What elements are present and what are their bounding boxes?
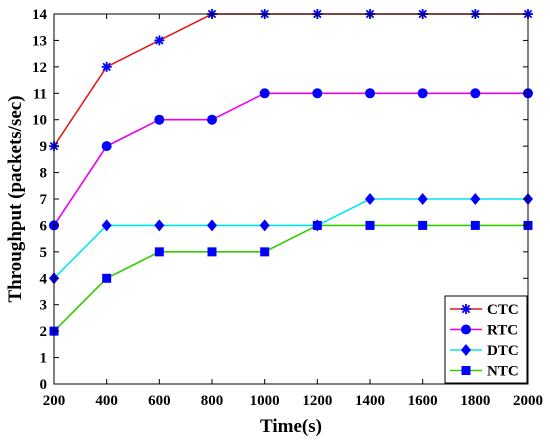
data-point-ntc bbox=[102, 273, 112, 283]
data-point-rtc bbox=[470, 88, 481, 99]
y-tick-label: 7 bbox=[40, 192, 48, 208]
data-point-rtc bbox=[101, 141, 112, 152]
data-point-dtc bbox=[101, 219, 112, 232]
x-tick-label: 800 bbox=[201, 393, 224, 409]
x-tick-label: 600 bbox=[148, 393, 171, 409]
y-axis-title: Throughput (packets/sec) bbox=[5, 95, 26, 302]
data-point-dtc bbox=[259, 219, 270, 232]
y-tick-label: 1 bbox=[40, 351, 48, 367]
x-tick-label: 1400 bbox=[355, 393, 385, 409]
data-point-rtc bbox=[207, 114, 217, 125]
data-point-ntc bbox=[418, 220, 428, 230]
legend-item-dtc: DTC bbox=[450, 343, 519, 359]
series-ctc bbox=[49, 9, 533, 152]
y-tick-label: 14 bbox=[32, 7, 48, 23]
data-point-ctc bbox=[154, 35, 165, 46]
x-tick-label: 1600 bbox=[408, 393, 438, 409]
legend-item-ntc: NTC bbox=[450, 364, 519, 380]
legend-marker bbox=[461, 304, 471, 314]
data-point-ntc bbox=[154, 247, 164, 257]
legend-marker bbox=[461, 366, 471, 375]
data-point-ntc bbox=[312, 220, 322, 230]
y-tick-label: 6 bbox=[40, 218, 48, 234]
y-tick-label: 11 bbox=[33, 86, 47, 102]
x-tick-label: 1800 bbox=[460, 393, 490, 409]
x-axis-title: Time(s) bbox=[260, 416, 322, 437]
series-line-ntc bbox=[53, 224, 528, 332]
series-line-dtc bbox=[53, 198, 528, 279]
data-point-rtc bbox=[154, 114, 165, 125]
y-tick-label: 10 bbox=[32, 113, 47, 129]
data-point-ntc bbox=[365, 220, 375, 230]
series-layer bbox=[49, 9, 533, 336]
series-dtc bbox=[49, 193, 533, 285]
data-point-dtc bbox=[470, 193, 481, 205]
series-rtc bbox=[49, 88, 533, 231]
ticks-layer: 200 400 600 800 1000 1200 1400 1600 1800 20000123… bbox=[32, 7, 543, 409]
legend-label: CTC bbox=[487, 302, 519, 318]
x-tick-label: 200 bbox=[43, 393, 66, 409]
y-tick-label: 3 bbox=[40, 298, 48, 314]
data-point-dtc bbox=[365, 193, 375, 205]
data-point-ctc bbox=[101, 61, 112, 72]
legend-marker bbox=[461, 344, 471, 356]
legend: CTC RTC DTC NTC bbox=[444, 295, 528, 384]
series-line-rtc bbox=[53, 92, 528, 226]
y-tick-label: 9 bbox=[40, 139, 48, 155]
data-point-dtc bbox=[154, 219, 165, 232]
legend-label: DTC bbox=[487, 343, 519, 359]
data-point-dtc bbox=[207, 219, 217, 232]
legend-label: NTC bbox=[487, 364, 519, 380]
x-tick-label: 400 bbox=[95, 393, 118, 409]
legend-item-ctc: CTC bbox=[450, 302, 519, 318]
y-tick-label: 4 bbox=[40, 271, 48, 287]
y-tick-label: 12 bbox=[32, 60, 47, 76]
y-tick-label: 0 bbox=[40, 377, 48, 393]
data-point-dtc bbox=[417, 193, 428, 205]
data-point-rtc bbox=[259, 88, 270, 99]
y-tick-label: 2 bbox=[40, 324, 48, 340]
y-tick-label: 13 bbox=[32, 33, 47, 49]
legend-marker bbox=[461, 324, 471, 335]
legend-label: RTC bbox=[487, 323, 518, 339]
data-point-ntc bbox=[470, 220, 480, 230]
data-point-ntc bbox=[260, 247, 270, 257]
data-point-rtc bbox=[417, 88, 428, 99]
data-point-rtc bbox=[312, 88, 323, 99]
x-tick-label: 1200 bbox=[302, 393, 332, 409]
x-tick-label: 2000 bbox=[513, 393, 543, 409]
legend-item-rtc: RTC bbox=[450, 323, 518, 339]
data-point-rtc bbox=[365, 88, 375, 99]
y-tick-label: 5 bbox=[40, 245, 48, 261]
legend-box bbox=[444, 295, 528, 384]
data-point-ntc bbox=[207, 247, 217, 257]
y-tick-label: 8 bbox=[40, 166, 48, 182]
series-line-ctc bbox=[53, 13, 528, 147]
x-tick-label: 1000 bbox=[250, 393, 280, 409]
